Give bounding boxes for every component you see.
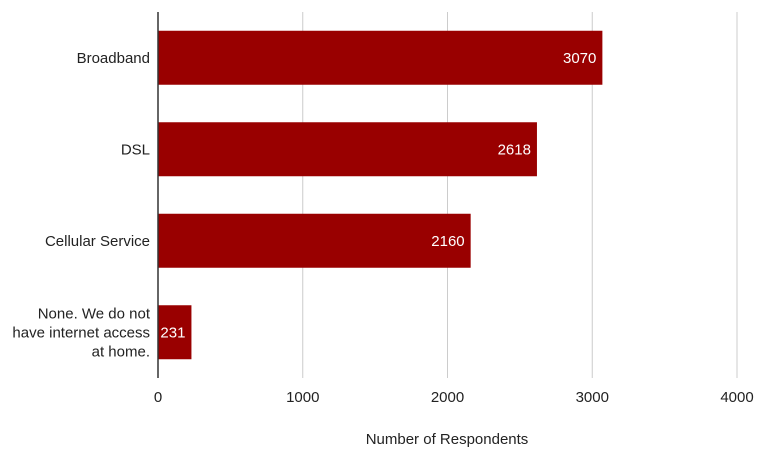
bars [158, 30, 603, 360]
data-label-1: 2618 [498, 141, 531, 158]
x-tick-label-2000: 2000 [431, 389, 464, 406]
category-label-3: None. We do not have internet access at ho… [12, 305, 150, 360]
x-tick-label-0: 0 [154, 389, 162, 406]
labels: 0 1000 2000 3000 4000 3070 Broadband 2618 DSL 216… [12, 50, 753, 406]
category-label-line: DSL [121, 141, 150, 158]
data-label-2: 2160 [431, 233, 464, 250]
data-label-0: 3070 [563, 50, 596, 67]
x-tick-label-4000: 4000 [720, 389, 753, 406]
category-label-2: Cellular Service [45, 233, 150, 250]
bar-3 [158, 305, 192, 360]
category-label-line: at home. [92, 343, 150, 360]
bar-1 [158, 122, 537, 177]
category-label-line: have internet access [12, 324, 150, 341]
x-axis-title: Number of Respondents [366, 431, 529, 448]
bar-2 [158, 213, 471, 268]
category-label-line: Broadband [77, 50, 150, 67]
category-label-line: None. We do not [38, 305, 151, 322]
category-label-0: Broadband [77, 50, 150, 67]
data-label-3: 231 [160, 324, 185, 341]
category-label-line: Cellular Service [45, 233, 150, 250]
category-label-1: DSL [121, 141, 150, 158]
bar-0 [158, 30, 603, 85]
x-tick-label-1000: 1000 [286, 389, 319, 406]
x-tick-label-3000: 3000 [576, 389, 609, 406]
